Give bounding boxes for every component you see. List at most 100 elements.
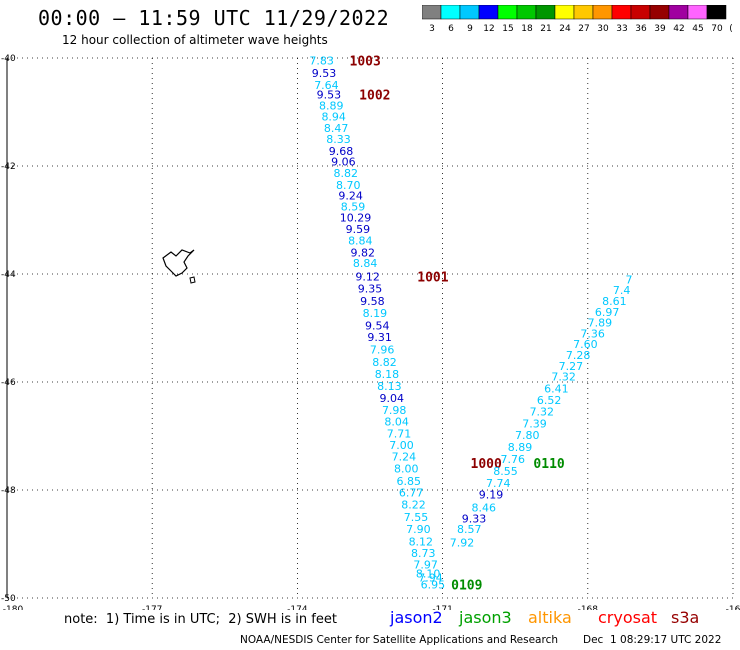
wave-height-value: 9.68: [329, 145, 354, 158]
wave-height-points: 7.839.537.649.538.898.948.478.339.689.06…: [309, 55, 632, 592]
wave-height-value: 8.82: [334, 167, 359, 180]
wave-height-value: 7.55: [404, 511, 429, 524]
y-tick-label: -42: [1, 162, 16, 172]
wave-height-value: 7.39: [522, 418, 547, 431]
wave-height-value: 7.92: [450, 536, 475, 549]
color-scale-label: 33: [616, 24, 627, 34]
wave-height-value: 7.96: [370, 344, 395, 357]
wave-height-value: 6.85: [396, 475, 421, 488]
generation-timestamp: Dec 1 08:29:17 UTC 2022: [583, 634, 722, 646]
x-tick-label: -174: [287, 605, 308, 610]
wave-height-value: 6.97: [595, 306, 620, 319]
chart-title: 00:00 – 11:59 UTC 11/29/2022: [38, 6, 390, 30]
wave-height-value: 8.04: [384, 415, 409, 428]
credit-line: NOAA/NESDIS Center for Satellite Applica…: [240, 634, 558, 646]
wave-height-value: 7.83: [309, 55, 334, 68]
axis-tick-labels: -180 -177 -174 -171 -168 -16 -40 -42 -44 -46 -48 -5…: [1, 54, 740, 610]
wave-height-value: 6.52: [537, 394, 562, 407]
wave-height-value: 6.95: [421, 579, 446, 592]
pass-time-labels: 1003 1002 1001 1000 0109 0110: [350, 55, 565, 594]
wave-height-value: 9.12: [355, 271, 380, 284]
wave-height-value: 7.60: [573, 338, 598, 351]
color-scale-label: (ft): [729, 24, 732, 34]
wave-height-value: 8.22: [401, 499, 426, 512]
color-scale-label: 30: [597, 24, 609, 34]
wave-height-value: 7.94: [418, 571, 443, 584]
wave-height-value: 8.47: [324, 122, 349, 135]
color-scale-label: 70: [711, 24, 723, 34]
wave-height-value: 9.58: [360, 295, 385, 308]
color-scale-label: 24: [559, 24, 571, 34]
color-scale-label: 18: [521, 24, 533, 34]
wave-height-value: 9.31: [367, 331, 392, 344]
units-note: note: 1) Time is in UTC; 2) SWH is in fe…: [64, 612, 337, 627]
wave-height-value: 9.59: [346, 223, 371, 236]
wave-height-value: 9.82: [350, 246, 375, 259]
wave-height-value: 6.41: [544, 382, 569, 395]
color-scale-label: 6: [448, 24, 454, 34]
wave-height-value: 8.55: [493, 465, 518, 478]
pass-time-label: 0109: [451, 579, 482, 594]
wave-height-value: 8.59: [341, 201, 366, 214]
wave-height-value: 8.57: [457, 523, 482, 536]
color-scale-label: 3: [429, 24, 435, 34]
wave-height-value: 6.77: [399, 487, 424, 500]
wave-height-value: 8.61: [602, 295, 627, 308]
chart-subtitle: 12 hour collection of altimeter wave hei…: [62, 33, 328, 47]
wave-height-value: 8.82: [372, 356, 397, 369]
wave-height-value: 8.46: [471, 501, 496, 514]
wave-height-map: -180 -177 -174 -171 -168 -16 -40 -42 -44 -46 -48 -5…: [1, 54, 740, 610]
x-tick-label: -171: [432, 605, 452, 610]
wave-height-value: 9.06: [331, 156, 356, 169]
wave-height-value: 8.73: [411, 547, 436, 560]
wave-height-value: 8.00: [394, 462, 419, 475]
wave-height-value: 8.84: [353, 257, 378, 270]
pass-time-label: 1000: [471, 457, 502, 472]
pass-time-label: 1001: [417, 271, 448, 286]
color-swatch: [706, 5, 727, 20]
wave-height-value: 7.4: [613, 284, 631, 297]
wave-height-value: 9.54: [365, 319, 390, 332]
wave-height-value: 8.12: [409, 535, 434, 548]
wave-height-value: 7.76: [501, 453, 526, 466]
pass-time-label: 0110: [533, 457, 564, 472]
wave-height-value: 8.89: [319, 100, 344, 113]
wave-height-value: 7.71: [387, 427, 412, 440]
color-scale-label: 39: [654, 24, 666, 34]
wave-height-value: 8.19: [363, 307, 388, 320]
wave-height-value: 7.80: [515, 429, 540, 442]
wave-height-value: 9.04: [380, 392, 405, 405]
wave-height-value: 8.10: [416, 568, 441, 581]
pass-time-label: 1002: [359, 89, 390, 104]
wave-height-value: 7.89: [588, 317, 613, 330]
island-outline: [162, 249, 196, 284]
wave-height-value: 7.24: [392, 451, 417, 464]
wave-height-value: 7.74: [486, 477, 511, 490]
color-scale-label: 12: [483, 24, 494, 34]
wave-height-value: 9.53: [312, 67, 337, 80]
y-tick-label: -46: [1, 378, 16, 388]
wave-height-value: 7.32: [530, 406, 555, 419]
color-scale-label: 15: [502, 24, 513, 34]
y-tick-label: -50: [1, 594, 16, 604]
island-shape: [162, 249, 195, 277]
wave-height-value: 8.13: [377, 380, 402, 393]
wave-height-value: 7.36: [580, 327, 605, 340]
y-tick-label: -44: [1, 270, 16, 280]
legend-jason3: jason3: [459, 608, 512, 627]
x-tick-label: -177: [142, 605, 162, 610]
pass-time-label: 1003: [350, 55, 381, 70]
legend-jason2: jason2: [390, 608, 443, 627]
wave-height-value: 7.32: [551, 371, 576, 384]
color-scale-label: 42: [673, 24, 684, 34]
wave-height-value: 7.98: [382, 404, 407, 417]
color-scale-label: 27: [578, 24, 589, 34]
wave-height-value: 9.24: [338, 190, 363, 203]
wave-height-value: 7.28: [566, 349, 591, 362]
wave-height-value: 7: [625, 273, 632, 286]
wave-height-value: 8.94: [321, 110, 346, 123]
islet-shape: [189, 276, 196, 284]
wave-height-value: 8.84: [348, 235, 373, 248]
color-scale-label: 21: [540, 24, 551, 34]
